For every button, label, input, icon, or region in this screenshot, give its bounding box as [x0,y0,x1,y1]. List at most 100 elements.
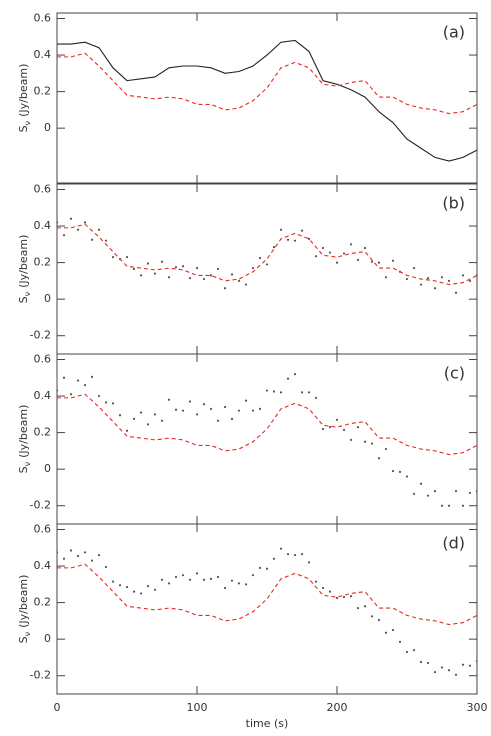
data-point [391,259,395,262]
data-point [209,407,213,410]
data-point [286,377,290,380]
data-point [363,605,367,608]
data-point [244,583,248,586]
y-label-unit: (Jy/beam) [17,235,30,288]
data-point [293,239,297,242]
y-tick-label: 0 [44,632,51,645]
data-point [454,291,458,294]
data-point [69,549,73,552]
data-point [258,407,262,410]
frame [56,353,478,525]
y-tick-label: 0 [44,292,51,305]
data-point [62,557,66,560]
y-label-sub: ν [23,291,32,296]
data-point [356,258,360,261]
data-point [461,274,465,277]
y-axis-label: Sν (Jy/beam) [17,235,32,304]
data-point [447,279,451,282]
data-point [419,660,423,664]
y-tick-label: 0 [44,121,51,134]
data-point [384,447,388,451]
data-point [384,631,388,634]
data-point [468,279,472,282]
data-point [230,273,234,276]
data-point [188,277,192,280]
data-point [300,391,304,394]
data-point [160,260,164,263]
data-point [440,504,444,507]
data-point [251,266,255,270]
data-point [188,400,192,403]
data-point [104,565,108,569]
data-point [468,664,472,667]
frame [56,12,478,184]
y-label-unit: (Jy/beam) [17,575,30,628]
dashed-line [57,52,477,115]
data-point [426,277,430,280]
data-point [195,413,199,416]
data-point [125,256,129,259]
data-point [300,229,304,232]
data-point [468,491,472,495]
data-point [104,401,108,404]
data-point [356,606,360,610]
data-point [321,586,325,590]
y-tick-label: 0.6 [34,352,52,365]
data-point [195,266,199,270]
data-point [447,504,451,507]
data-point [272,557,276,560]
data-point [363,246,367,250]
data-point [377,261,381,264]
data-point [279,391,283,394]
data-point [412,492,416,495]
data-point [433,489,437,493]
data-point [125,429,129,432]
data-point [90,238,94,241]
data-point [391,469,395,473]
data-point [90,559,94,562]
y-label-main: S [17,296,30,303]
y-tick-label: 0.6 [34,11,52,24]
data-point [125,585,129,589]
data-point [237,582,241,585]
y-tick-label: 0.4 [34,48,52,61]
y-label-sub: ν [23,120,32,125]
data-point [251,574,255,577]
data-point [97,394,101,398]
data-point [349,595,353,598]
data-point [62,376,66,379]
data-point [216,267,220,271]
data-point [342,252,346,255]
y-tick-label: 0.2 [34,426,52,439]
data-point [433,670,437,674]
y-axis-label: Sν (Jy/beam) [17,575,32,644]
data-point [76,228,80,231]
data-point [90,375,94,378]
data-point [391,628,395,632]
data-point [272,390,276,393]
data-point [307,391,311,394]
plot-area [57,39,477,162]
data-point [230,417,234,420]
data-point [167,276,171,279]
data-point [223,405,227,409]
data-point [440,666,444,669]
data-point [223,287,227,290]
data-point [279,228,283,231]
panel: -0.2 0 0.2 0.4 0.6 (b) Sν (Jy/beam) [17,182,478,355]
data-point [160,419,164,422]
data-point [412,649,416,652]
y-tick-label: 0.2 [34,85,52,98]
data-point [314,255,318,258]
data-point [447,669,451,672]
data-point [335,418,339,421]
plot-area [57,217,477,294]
data-point [258,566,262,569]
frame [56,523,478,695]
data-point [97,228,101,231]
dashed-line [57,563,477,626]
data-point [377,457,381,460]
data-point [181,409,185,412]
data-point [167,582,171,585]
data-point [76,379,80,382]
